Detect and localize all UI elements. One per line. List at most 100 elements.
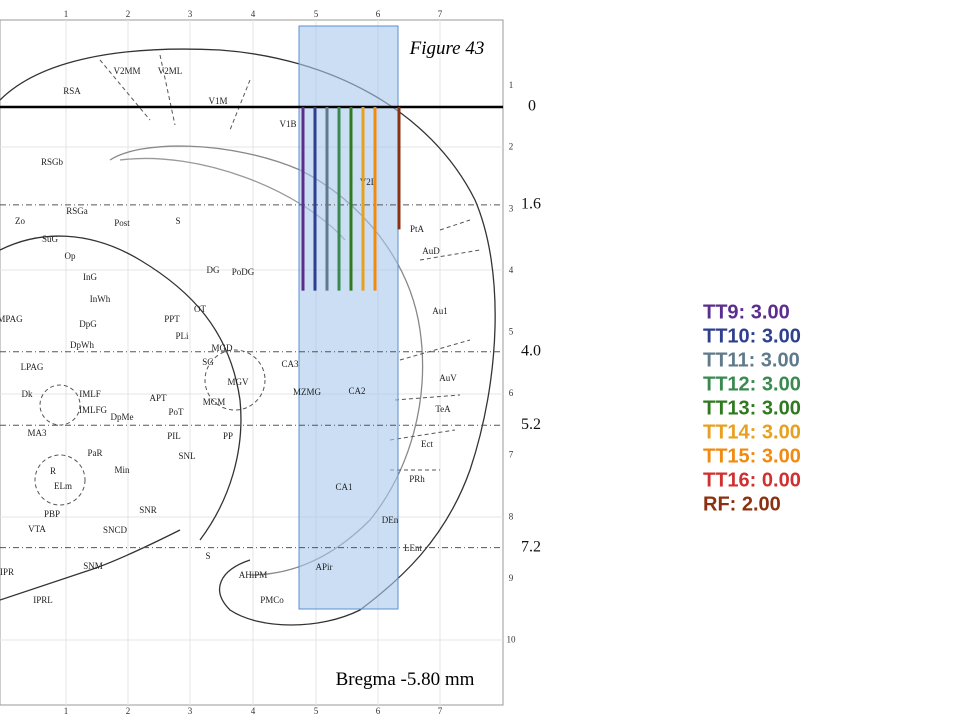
- legend-entry: TT9: 3.00: [703, 301, 790, 323]
- region-label: Ect: [421, 439, 433, 449]
- ruler-label: 2: [509, 142, 514, 152]
- legend-entry: TT12: 3.00: [703, 373, 801, 395]
- ruler-label: 2: [126, 9, 131, 19]
- region-label: V1M: [208, 96, 227, 106]
- bregma-label: Bregma -5.80 mm: [336, 669, 475, 690]
- region-label: DpMe: [111, 412, 134, 422]
- region-label: AHiPM: [239, 570, 268, 580]
- legend-entry: TT15: 3.00: [703, 445, 801, 467]
- region-label: MGM: [203, 397, 226, 407]
- depth-label: 5.2: [521, 416, 541, 433]
- ruler-label: 3: [188, 9, 193, 19]
- region-label: Zo: [15, 216, 25, 226]
- legend-entry: TT16: 0.00: [703, 469, 801, 491]
- ruler-label: 6: [376, 706, 381, 716]
- region-label: DEn: [382, 515, 399, 525]
- ruler-label: 6: [376, 9, 381, 19]
- region-label: AuD: [422, 246, 440, 256]
- region-label: Min: [114, 465, 130, 475]
- region-label: IMLFG: [79, 405, 108, 415]
- region-label: RSA: [63, 86, 81, 96]
- region-label: InG: [83, 272, 97, 282]
- ruler-label: 5: [509, 326, 514, 336]
- ruler-label: 4: [251, 706, 256, 716]
- region-label: S: [205, 551, 210, 561]
- region-label: MGD: [211, 343, 233, 353]
- region-label: CA3: [281, 359, 299, 369]
- region-label: Op: [65, 251, 76, 261]
- ruler-label: 1: [64, 706, 69, 716]
- region-label: PoT: [168, 407, 184, 417]
- region-label: IMLF: [79, 389, 101, 399]
- ruler-label: 10: [507, 634, 517, 644]
- ruler-label: 7: [438, 706, 443, 716]
- region-label: MPAG: [0, 314, 23, 324]
- legend-entry: TT14: 3.00: [703, 421, 801, 443]
- region-label: SuG: [42, 234, 59, 244]
- region-label: PBP: [44, 509, 60, 519]
- region-label: Au1: [432, 306, 448, 316]
- region-label: S: [175, 216, 180, 226]
- figure-title: Figure 43: [409, 38, 485, 59]
- region-label: MA3: [27, 428, 47, 438]
- region-label: DpG: [79, 319, 97, 329]
- region-label: RSGb: [41, 157, 64, 167]
- ruler-label: 6: [509, 388, 514, 398]
- region-label: PIL: [167, 431, 181, 441]
- ruler-label: 1: [64, 9, 69, 19]
- ruler-label: 5: [314, 706, 319, 716]
- ruler-label: 5: [314, 9, 319, 19]
- atlas-frame: [0, 19, 504, 706]
- region-label: PPT: [164, 314, 180, 324]
- ruler-label: 7: [509, 450, 514, 460]
- region-label: APir: [315, 562, 332, 572]
- region-label: SNM: [83, 561, 103, 571]
- ruler-label: 7: [438, 9, 443, 19]
- region-label: VTA: [28, 524, 46, 534]
- region-label: SNL: [178, 451, 195, 461]
- ruler-label: 2: [126, 706, 131, 716]
- region-label: MGV: [227, 377, 249, 387]
- legend-entry: TT11: 3.00: [703, 349, 800, 371]
- region-label: OT: [194, 304, 206, 314]
- region-label: LPAG: [21, 362, 44, 372]
- region-label: AuV: [439, 373, 457, 383]
- region-label: PMCo: [260, 595, 284, 605]
- region-label: V1B: [279, 119, 296, 129]
- region-label: PLi: [175, 331, 189, 341]
- region-label: MZMG: [293, 387, 322, 397]
- legend-entry: RF: 2.00: [703, 493, 781, 515]
- region-label: SNCD: [103, 525, 128, 535]
- depth-label: 1.6: [521, 196, 541, 213]
- depth-label: 7.2: [521, 538, 541, 555]
- region-label: ELm: [54, 481, 72, 491]
- region-label: PRh: [409, 474, 425, 484]
- ruler-label: 3: [509, 203, 514, 213]
- region-label: CA2: [348, 386, 365, 396]
- region-label: SG: [202, 357, 214, 367]
- region-label: R: [50, 466, 56, 476]
- region-label: PP: [223, 431, 233, 441]
- depth-label: 4.0: [521, 342, 541, 359]
- region-label: DG: [207, 265, 220, 275]
- region-label: PtA: [410, 224, 425, 234]
- region-label: IPR: [0, 567, 14, 577]
- ruler-label: 4: [509, 265, 514, 275]
- region-label: SNR: [139, 505, 157, 515]
- region-boundaries: [34, 54, 481, 506]
- region-label: PaR: [87, 448, 102, 458]
- region-label: PoDG: [232, 267, 255, 277]
- depth-label: 0: [528, 98, 536, 115]
- region-label: RSGa: [66, 206, 88, 216]
- legend-entry: TT13: 3.00: [703, 397, 801, 419]
- region-label: APT: [149, 393, 167, 403]
- region-label: TeA: [435, 404, 451, 414]
- region-label: Post: [114, 218, 130, 228]
- region-label: LEnt: [404, 543, 422, 553]
- ruler-label: 3: [188, 706, 193, 716]
- region-label: V2MM: [113, 66, 140, 76]
- region-label: DpWh: [70, 340, 94, 350]
- ruler-label: 8: [509, 511, 514, 521]
- ruler-label: 4: [251, 9, 256, 19]
